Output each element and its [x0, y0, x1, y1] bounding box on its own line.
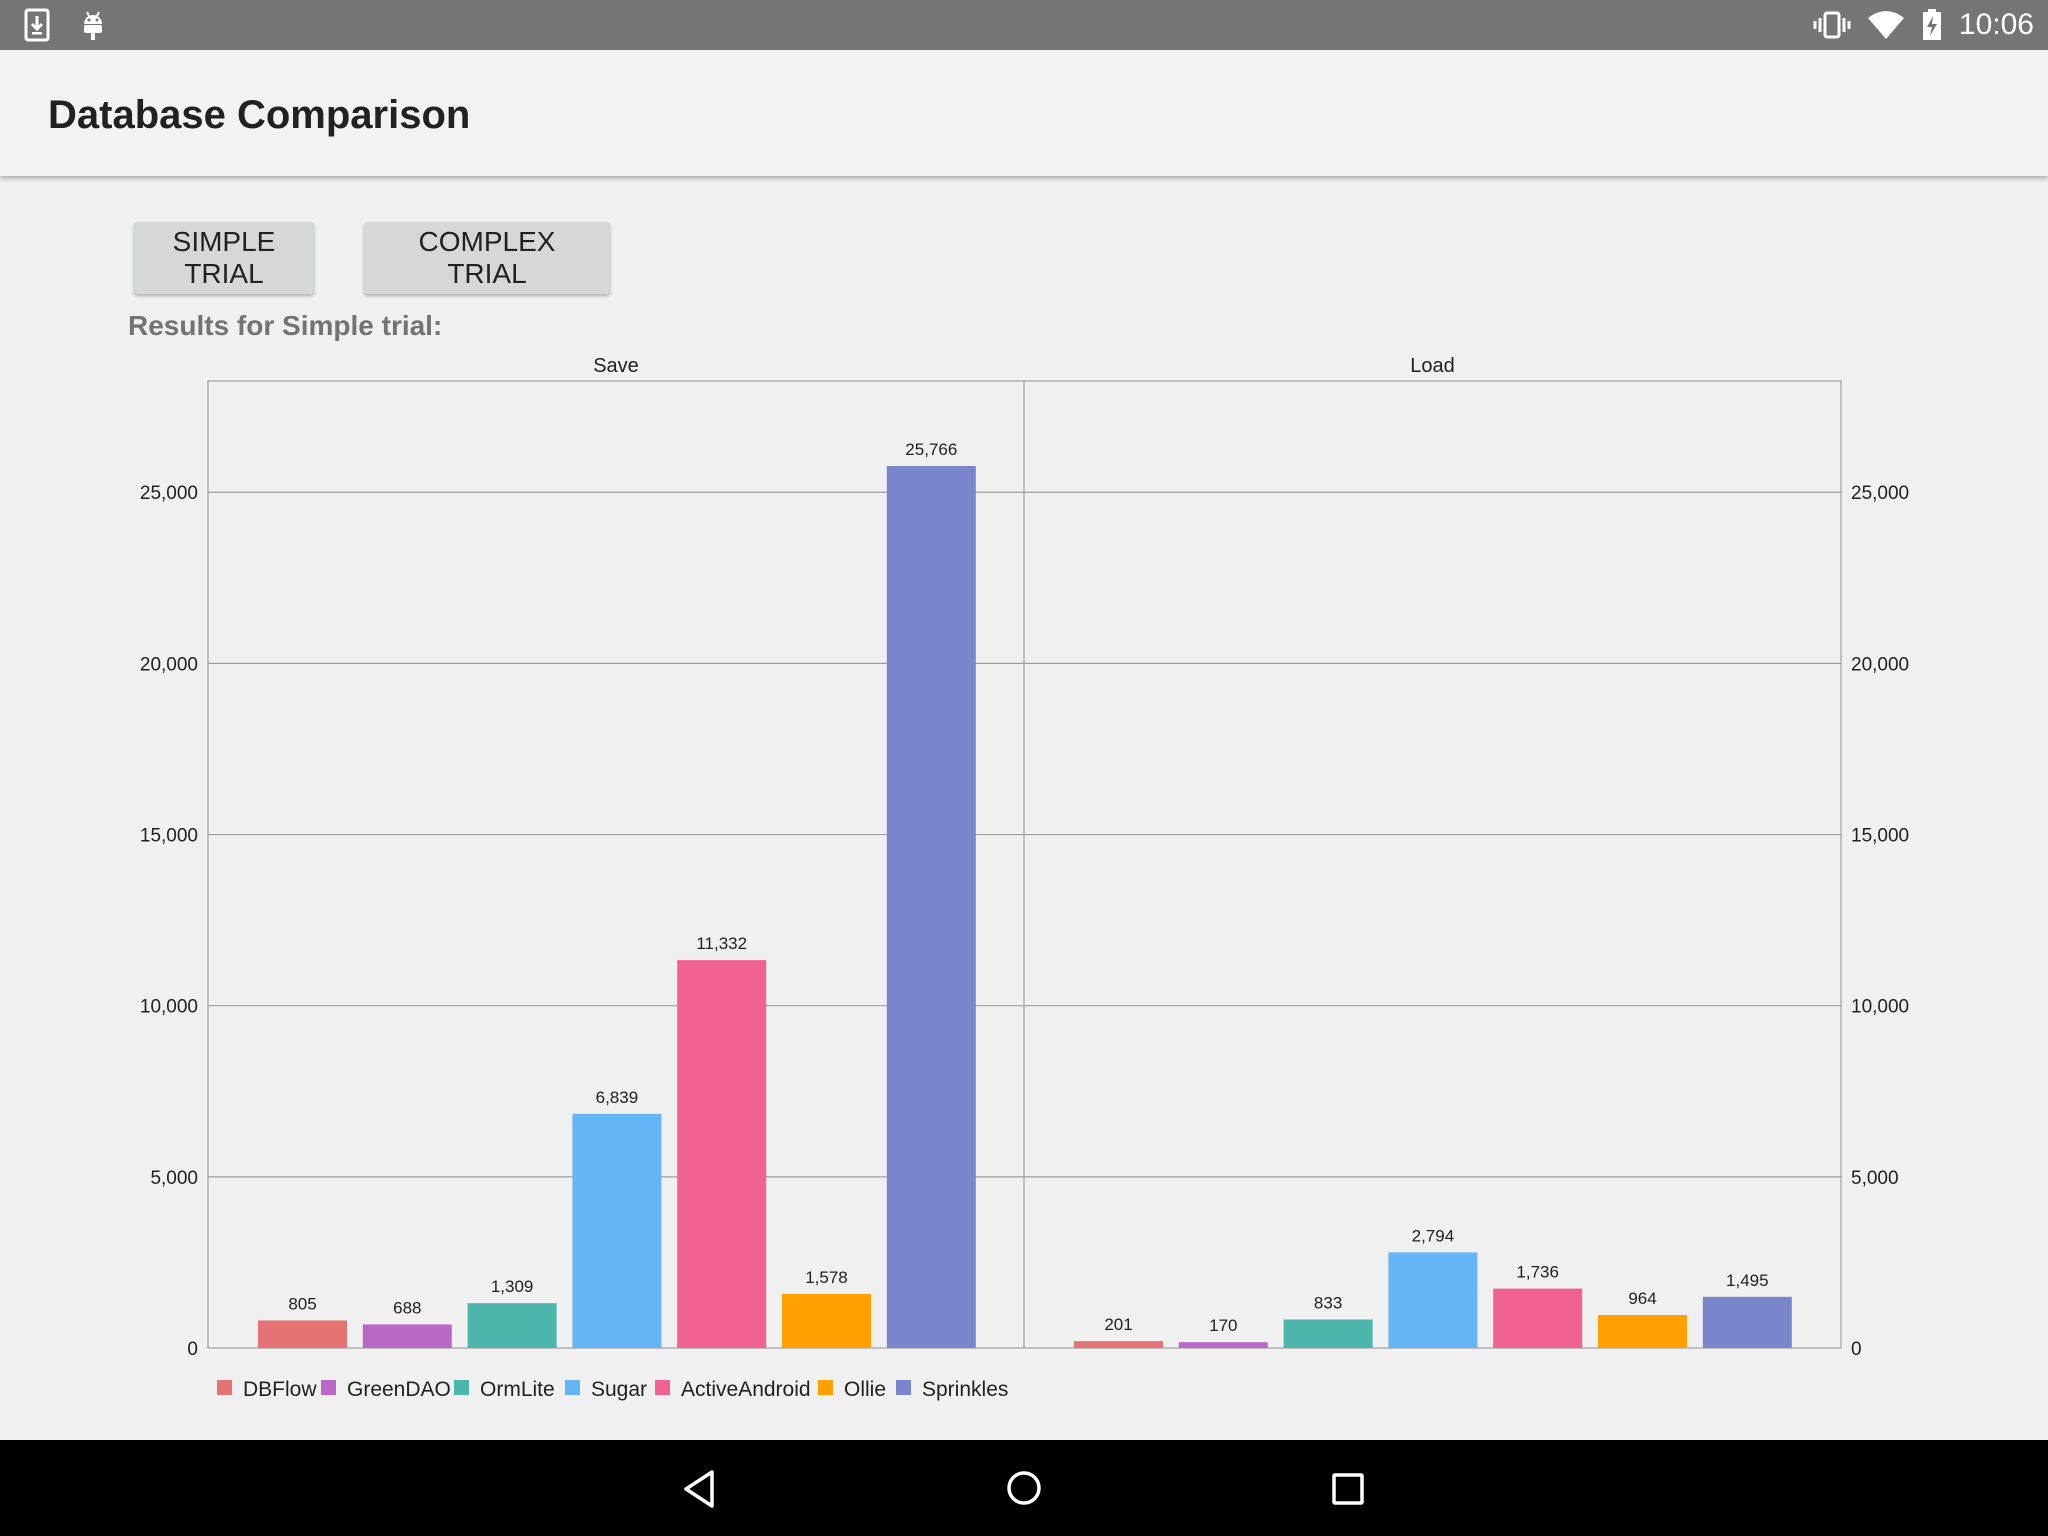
battery-charging-icon — [1922, 9, 1941, 40]
bar-load-orm-lite — [1283, 1319, 1373, 1348]
value-label: 1,578 — [805, 1268, 848, 1287]
y-tick-label-right: 0 — [1851, 1339, 1862, 1360]
value-label: 1,309 — [491, 1277, 534, 1296]
recents-icon[interactable] — [1328, 1468, 1368, 1510]
bar-chart: 0 0 5,000 5,000 10,000 10,000 15,000 15,000 20,0… — [140, 355, 1909, 1401]
app-title: Database Comparison — [48, 93, 471, 137]
legend-label-ollie: Ollie — [844, 1378, 886, 1401]
legend-swatch-ollie — [818, 1380, 833, 1395]
value-label: 25,766 — [905, 440, 957, 459]
legend-swatch-dbflow — [217, 1380, 232, 1395]
value-label: 1,736 — [1516, 1263, 1559, 1282]
value-label: 6,839 — [596, 1088, 639, 1107]
nav-bar — [0, 1440, 2048, 1536]
y-tick-label-right: 5,000 — [1851, 1168, 1899, 1189]
bar-load-sprinkles — [1702, 1296, 1792, 1348]
legend-swatch-sprinkles — [896, 1380, 911, 1395]
complex-trial-button[interactable]: COMPLEX TRIAL — [364, 222, 610, 294]
legend-label-sprinkles: Sprinkles — [922, 1378, 1008, 1401]
download-icon — [24, 8, 50, 42]
legend-label-orm-lite: OrmLite — [480, 1378, 555, 1401]
status-time: 10:06 — [1958, 8, 2034, 41]
value-label: 833 — [1314, 1293, 1342, 1312]
home-icon[interactable] — [1004, 1467, 1044, 1509]
value-label: 201 — [1104, 1315, 1132, 1334]
y-tick-label-left: 15,000 — [140, 826, 198, 847]
action-bar: Database Comparison — [0, 50, 2048, 176]
bar-save-orm-lite — [467, 1303, 557, 1348]
y-tick-label-left: 10,000 — [140, 997, 198, 1018]
vibrate-icon — [1813, 11, 1851, 39]
bar-save-dbflow — [258, 1320, 347, 1348]
value-label: 11,332 — [696, 934, 747, 953]
bar-save-green-dao — [362, 1324, 452, 1348]
bar-load-ollie — [1598, 1315, 1687, 1348]
bar-save-active-android — [677, 960, 767, 1348]
y-tick-label-right: 10,000 — [1851, 997, 1909, 1018]
status-bar: 10:06 — [0, 0, 2048, 50]
value-label: 1,495 — [1726, 1271, 1769, 1290]
bar-save-sprinkles — [886, 466, 976, 1348]
y-tick-label-right: 25,000 — [1851, 483, 1909, 504]
legend-label-dbflow: DBFlow — [243, 1378, 317, 1401]
bar-save-sugar — [572, 1113, 662, 1348]
legend-label-active-android: ActiveAndroid — [681, 1378, 811, 1401]
y-tick-label-left: 25,000 — [140, 483, 198, 504]
value-label: 964 — [1628, 1289, 1656, 1308]
legend-swatch-orm-lite — [454, 1380, 469, 1395]
legend-swatch-active-android — [655, 1380, 670, 1395]
panel-title-save: Save — [593, 355, 639, 377]
results-label: Results for Simple trial: — [128, 310, 443, 341]
bar-save-ollie — [782, 1293, 871, 1348]
y-tick-label-left: 20,000 — [140, 654, 198, 675]
y-tick-label-left: 0 — [187, 1339, 198, 1360]
wifi-icon — [1867, 11, 1904, 39]
bar-load-dbflow — [1074, 1341, 1163, 1348]
value-label: 2,794 — [1412, 1226, 1455, 1245]
simple-trial-button[interactable]: SIMPLE TRIAL — [134, 222, 314, 294]
legend-swatch-sugar — [565, 1380, 580, 1395]
panel-title-load: Load — [1410, 355, 1455, 377]
value-label: 805 — [288, 1294, 316, 1313]
y-tick-label-right: 20,000 — [1851, 654, 1909, 675]
legend-swatch-green-dao — [321, 1380, 336, 1395]
bar-load-sugar — [1388, 1252, 1478, 1348]
android-icon — [84, 11, 102, 40]
value-label: 170 — [1209, 1316, 1237, 1335]
bar-load-green-dao — [1178, 1342, 1268, 1348]
y-tick-label-right: 15,000 — [1851, 826, 1909, 847]
legend-label-green-dao: GreenDAO — [347, 1378, 451, 1401]
back-icon[interactable] — [680, 1468, 720, 1510]
legend-label-sugar: Sugar — [591, 1378, 647, 1401]
value-label: 688 — [393, 1298, 421, 1317]
bar-load-active-android — [1493, 1288, 1583, 1348]
y-tick-label-left: 5,000 — [150, 1168, 198, 1189]
